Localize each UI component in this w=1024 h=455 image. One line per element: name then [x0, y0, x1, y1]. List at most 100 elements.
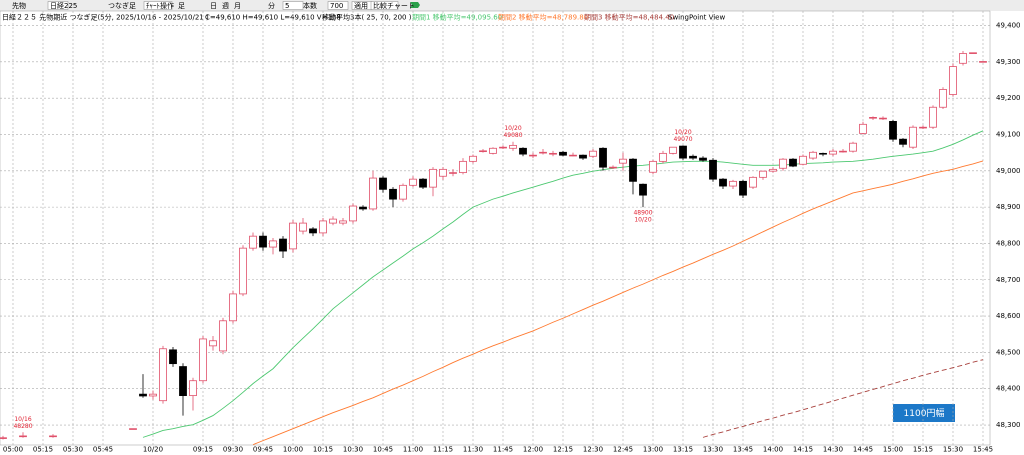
toolbar-item[interactable]: 日	[210, 2, 217, 10]
candle-body	[409, 178, 417, 186]
x-tick-label: 09:30	[223, 446, 243, 454]
y-tick-label: 49,400	[996, 22, 1021, 30]
x-tick-label: 15:15	[913, 446, 933, 454]
candle-body	[649, 160, 657, 173]
candle-body	[759, 170, 767, 178]
candle-body	[679, 145, 687, 159]
toolbar-field[interactable]	[143, 1, 173, 10]
toolbar-item[interactable]: ﾁｬｰﾄ操作	[146, 1, 174, 10]
toolbar-item[interactable]: 日経225	[50, 1, 77, 10]
view-label: SwingPoint View	[668, 14, 725, 22]
y-tick-label: 48,900	[996, 203, 1021, 211]
candle-body	[319, 220, 327, 234]
annotation: 48280	[13, 423, 32, 430]
y-tick-label: 48,400	[996, 385, 1021, 393]
toolbar-item[interactable]: 適用	[354, 1, 368, 10]
candle-body	[949, 66, 957, 95]
candle-body	[489, 147, 497, 154]
toolbar-icon[interactable]	[410, 2, 420, 8]
candle-body	[499, 146, 507, 149]
annotation: 49070	[673, 136, 692, 143]
x-tick-label: 09:15	[193, 446, 213, 454]
candle-body	[459, 160, 467, 174]
candle-body	[139, 393, 147, 397]
candle-body	[639, 183, 647, 196]
toolbar-item[interactable]: 先物	[12, 1, 26, 10]
toolbar-field[interactable]	[327, 1, 349, 10]
y-tick-label: 49,200	[996, 94, 1021, 102]
x-tick-label: 05:30	[63, 446, 83, 454]
candle-body	[849, 142, 857, 152]
toolbar-item[interactable]: 700	[330, 2, 343, 10]
x-tick-label: 11:30	[463, 446, 483, 454]
toolbar-item[interactable]: 本数	[303, 1, 317, 10]
ma-label: 移動平均3本( 25, 70, 200 )	[322, 13, 412, 22]
candle-body	[819, 152, 827, 155]
candle-body	[439, 168, 447, 177]
legend-entry: 期間3 移動平均=48,484.40	[584, 13, 674, 22]
toolbar-field[interactable]	[370, 1, 399, 10]
x-tick-label: 15:00	[883, 446, 903, 454]
chart-title: 日経２２５ 先物期近 つなぎ足(5分, 2025/10/16 - 2025/10…	[2, 13, 209, 22]
candle-body	[169, 349, 177, 365]
toolbar-item[interactable]: 足	[178, 2, 185, 10]
ohlc-label: C=49,610 H=49,610 L=49,610 V=138	[205, 14, 341, 22]
annotation: 49080	[503, 132, 522, 139]
candle-body	[769, 168, 777, 172]
candle-body	[549, 152, 557, 155]
toolbar	[0, 0, 1024, 11]
x-tick-label: 12:30	[583, 446, 603, 454]
annotation: 10/20	[504, 125, 521, 132]
x-tick-label: 13:15	[673, 446, 693, 454]
candle-body	[719, 178, 727, 187]
toolbar-field[interactable]	[47, 1, 69, 10]
candle-body	[739, 180, 747, 196]
x-tick-label: 15:30	[943, 446, 963, 454]
candle-body	[669, 146, 677, 154]
ma-line	[702, 359, 984, 438]
candle-body	[469, 155, 477, 162]
y-tick-label: 48,800	[996, 239, 1021, 247]
candle-body	[199, 338, 207, 382]
candle-body	[189, 380, 197, 397]
range-badge-text: 1100円幅	[904, 407, 945, 419]
candle-body	[609, 166, 617, 169]
toolbar-item[interactable]: 5	[285, 2, 289, 10]
x-tick-label: 14:45	[853, 446, 873, 454]
toolbar-item[interactable]: つなぎ足	[108, 1, 136, 10]
ma-line	[142, 130, 984, 438]
candle-body	[149, 393, 157, 397]
toolbar-item[interactable]: 分	[268, 1, 275, 10]
legend-entry: 期間2 移動平均=48,789.80	[498, 13, 588, 22]
toolbar-item[interactable]: 月	[234, 2, 241, 10]
candle-body	[0, 437, 7, 439]
candle-body	[529, 154, 537, 157]
candle-body	[969, 52, 977, 54]
candle-body	[879, 117, 887, 120]
candle-body	[689, 155, 697, 159]
toolbar-item[interactable]: 比較チャート	[373, 1, 415, 10]
x-tick-label: 10:45	[373, 446, 393, 454]
candle-body	[919, 126, 927, 129]
x-tick-label: 14:15	[793, 446, 813, 454]
candle-body	[589, 150, 597, 157]
x-tick-label: 10:30	[343, 446, 363, 454]
x-tick-label: 12:15	[553, 446, 573, 454]
candle-body	[209, 340, 217, 347]
annotation: 48900	[633, 210, 652, 217]
candle-body	[789, 158, 797, 167]
candle-body	[399, 184, 407, 200]
candle-body	[379, 177, 387, 190]
legend-entry: 期間1 移動平均=49,095.60	[412, 13, 502, 22]
annotation: 10/20	[674, 129, 691, 136]
x-tick-label: 11:15	[433, 446, 453, 454]
candle-body	[389, 188, 397, 200]
toolbar-item[interactable]: 週	[222, 1, 229, 10]
candle-body	[709, 159, 717, 180]
candle-body	[899, 138, 907, 145]
annotation: 10/16	[14, 416, 31, 423]
toolbar-field[interactable]	[282, 1, 304, 10]
candle-body	[629, 158, 637, 182]
candle-body	[269, 240, 277, 248]
